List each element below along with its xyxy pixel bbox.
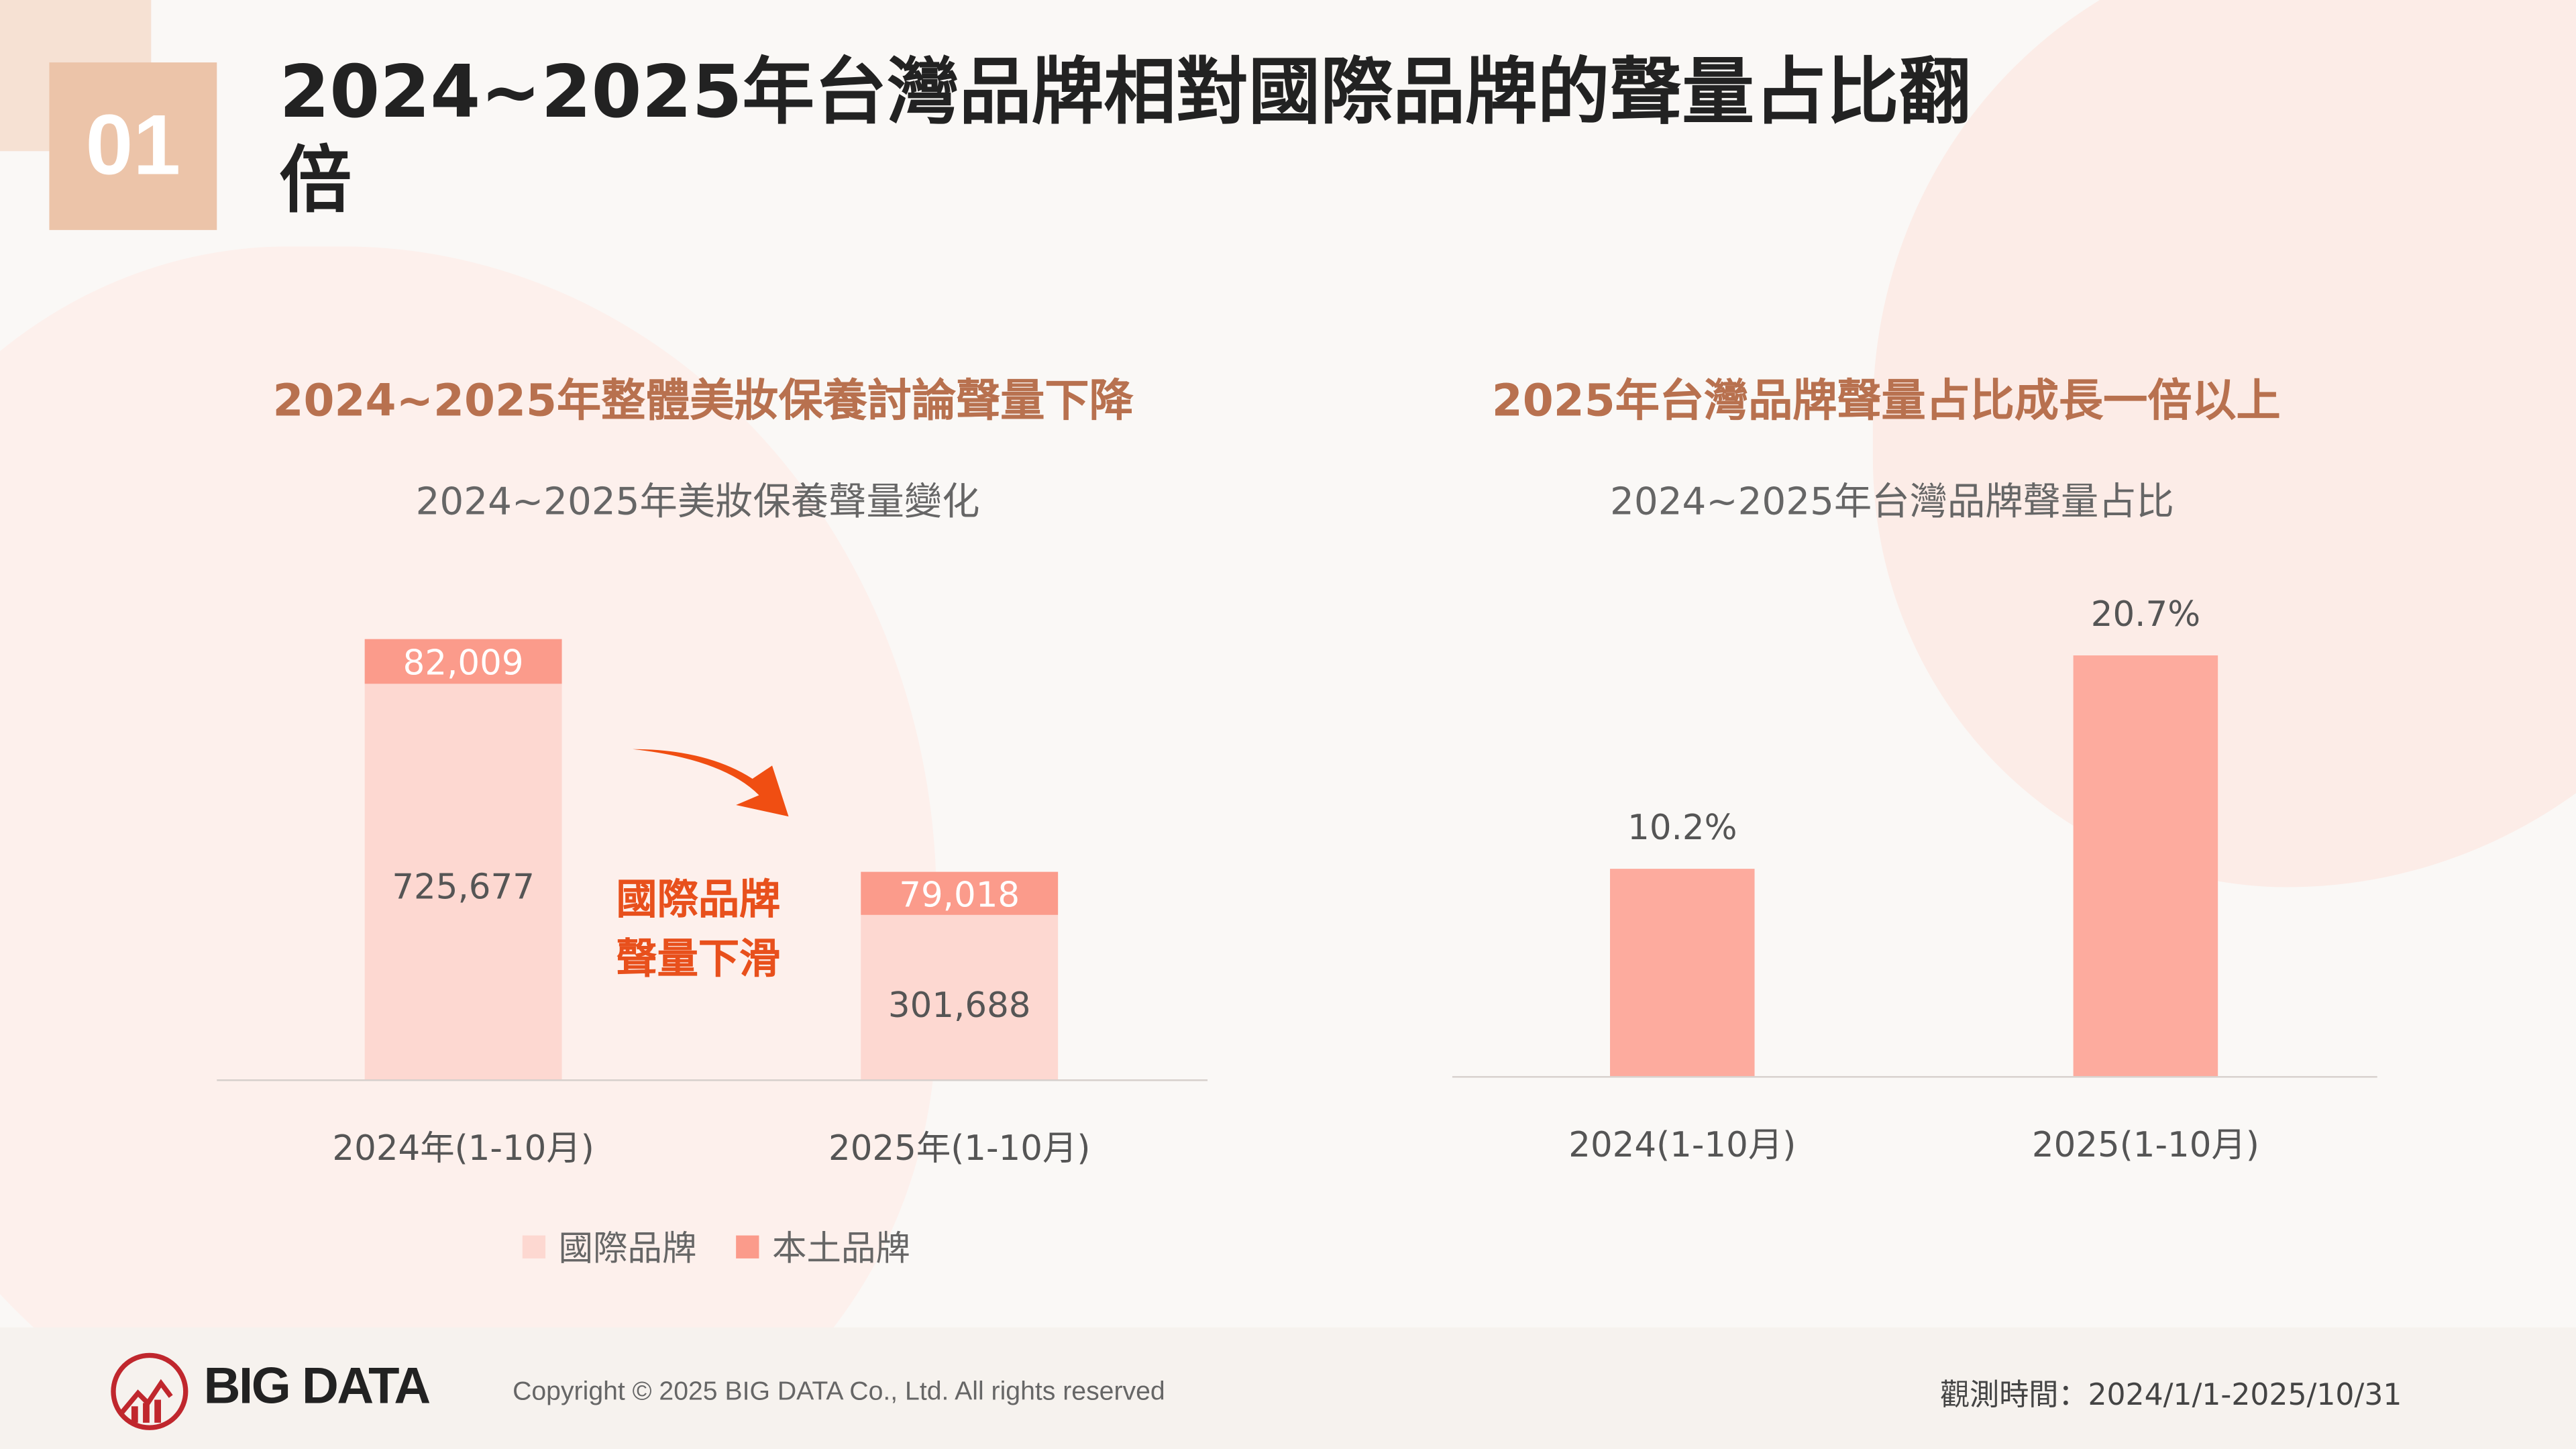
left-heading: 2024~2025年整體美妝保養討論聲量下降 <box>272 376 1134 427</box>
logo-text: BIG DATA <box>203 1356 431 1415</box>
bar-share <box>2073 655 2218 1077</box>
logo-icon <box>111 1352 189 1430</box>
observation-period: 觀測時間：2024/1/1-2025/10/31 <box>1940 1378 2402 1413</box>
bar-international <box>364 684 562 1079</box>
legend-swatch-local <box>736 1235 759 1258</box>
background-blob <box>1872 0 2576 888</box>
x-tick-label: 2025(1-10月) <box>2032 1125 2259 1165</box>
callout: 國際品牌 聲量下滑 <box>616 871 780 989</box>
bar-local <box>861 871 1059 915</box>
section-number: 01 <box>49 62 217 230</box>
data-label: 725,677 <box>392 867 535 908</box>
left-chart-title: 2024~2025年美妝保養聲量變化 <box>415 481 980 525</box>
x-tick-label: 2024(1-10月) <box>1568 1125 1796 1165</box>
legend-swatch-international <box>522 1235 546 1258</box>
down-arrow-icon <box>632 749 789 817</box>
right-heading: 2025年台灣品牌聲量占比成長一倍以上 <box>1491 376 2281 427</box>
legend-label: 國際品牌 <box>558 1228 697 1269</box>
callout-line: 聲量下滑 <box>616 934 781 983</box>
copyright: Copyright © 2025 BIG DATA Co., Ltd. All … <box>513 1378 1165 1407</box>
data-label: 20.7% <box>2091 594 2200 635</box>
bar-local <box>364 639 562 684</box>
x-tick-label: 2024年(1-10月) <box>332 1128 594 1169</box>
data-label: 79,018 <box>899 875 1020 915</box>
legend-label: 本土品牌 <box>772 1228 910 1269</box>
data-label: 301,688 <box>888 985 1031 1026</box>
data-label: 10.2% <box>1627 808 1737 848</box>
bar-share <box>1610 869 1755 1077</box>
x-tick-label: 2025年(1-10月) <box>828 1128 1090 1169</box>
legend: 國際品牌 本土品牌 <box>522 1222 910 1271</box>
data-label: 82,009 <box>403 643 524 684</box>
footer <box>0 1327 2576 1449</box>
callout-line: 國際品牌 <box>616 875 781 924</box>
right-chart-title: 2024~2025年台灣品牌聲量占比 <box>1610 481 2174 525</box>
page-title: 2024~2025年台灣品牌相對國際品牌的聲量占比翻倍 <box>279 50 1972 224</box>
bar-international <box>861 914 1059 1079</box>
